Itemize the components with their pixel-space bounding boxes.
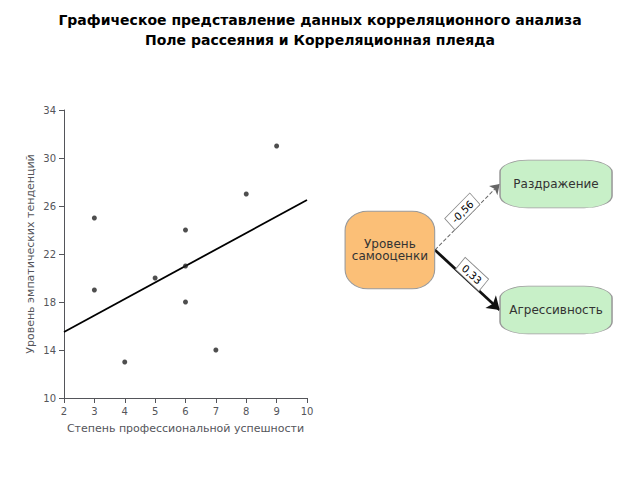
svg-text:5: 5 — [152, 406, 158, 417]
svg-text:30: 30 — [43, 153, 56, 164]
svg-text:9: 9 — [273, 406, 279, 417]
svg-text:Уровень эмпатических тенденций: Уровень эмпатических тенденций — [24, 154, 37, 354]
svg-text:Графическое представление данн: Графическое представление данных корреля… — [58, 12, 581, 28]
svg-text:Поле рассеяния и Корреляционна: Поле рассеяния и Корреляционная плеяда — [145, 32, 495, 48]
svg-text:4: 4 — [122, 406, 128, 417]
svg-text:10: 10 — [43, 393, 56, 404]
svg-text:6: 6 — [182, 406, 188, 417]
svg-text:3: 3 — [91, 406, 97, 417]
svg-text:Степень профессиональной успеш: Степень профессиональной успешности — [67, 422, 304, 435]
svg-text:самооценки: самооценки — [352, 249, 428, 263]
svg-text:2: 2 — [61, 406, 67, 417]
svg-text:Агрессивность: Агрессивность — [509, 303, 602, 317]
svg-text:14: 14 — [43, 345, 56, 356]
svg-text:22: 22 — [43, 249, 56, 260]
svg-text:8: 8 — [243, 406, 249, 417]
svg-text:7: 7 — [213, 406, 219, 417]
svg-text:0,33: 0,33 — [460, 262, 484, 287]
svg-text:Уровень: Уровень — [364, 237, 416, 251]
svg-text:Раздражение: Раздражение — [513, 177, 598, 191]
svg-text:34: 34 — [43, 105, 56, 116]
svg-text:26: 26 — [43, 201, 56, 212]
svg-text:18: 18 — [43, 297, 56, 308]
svg-text:-0,56: -0,56 — [449, 197, 476, 225]
svg-text:10: 10 — [301, 406, 314, 417]
